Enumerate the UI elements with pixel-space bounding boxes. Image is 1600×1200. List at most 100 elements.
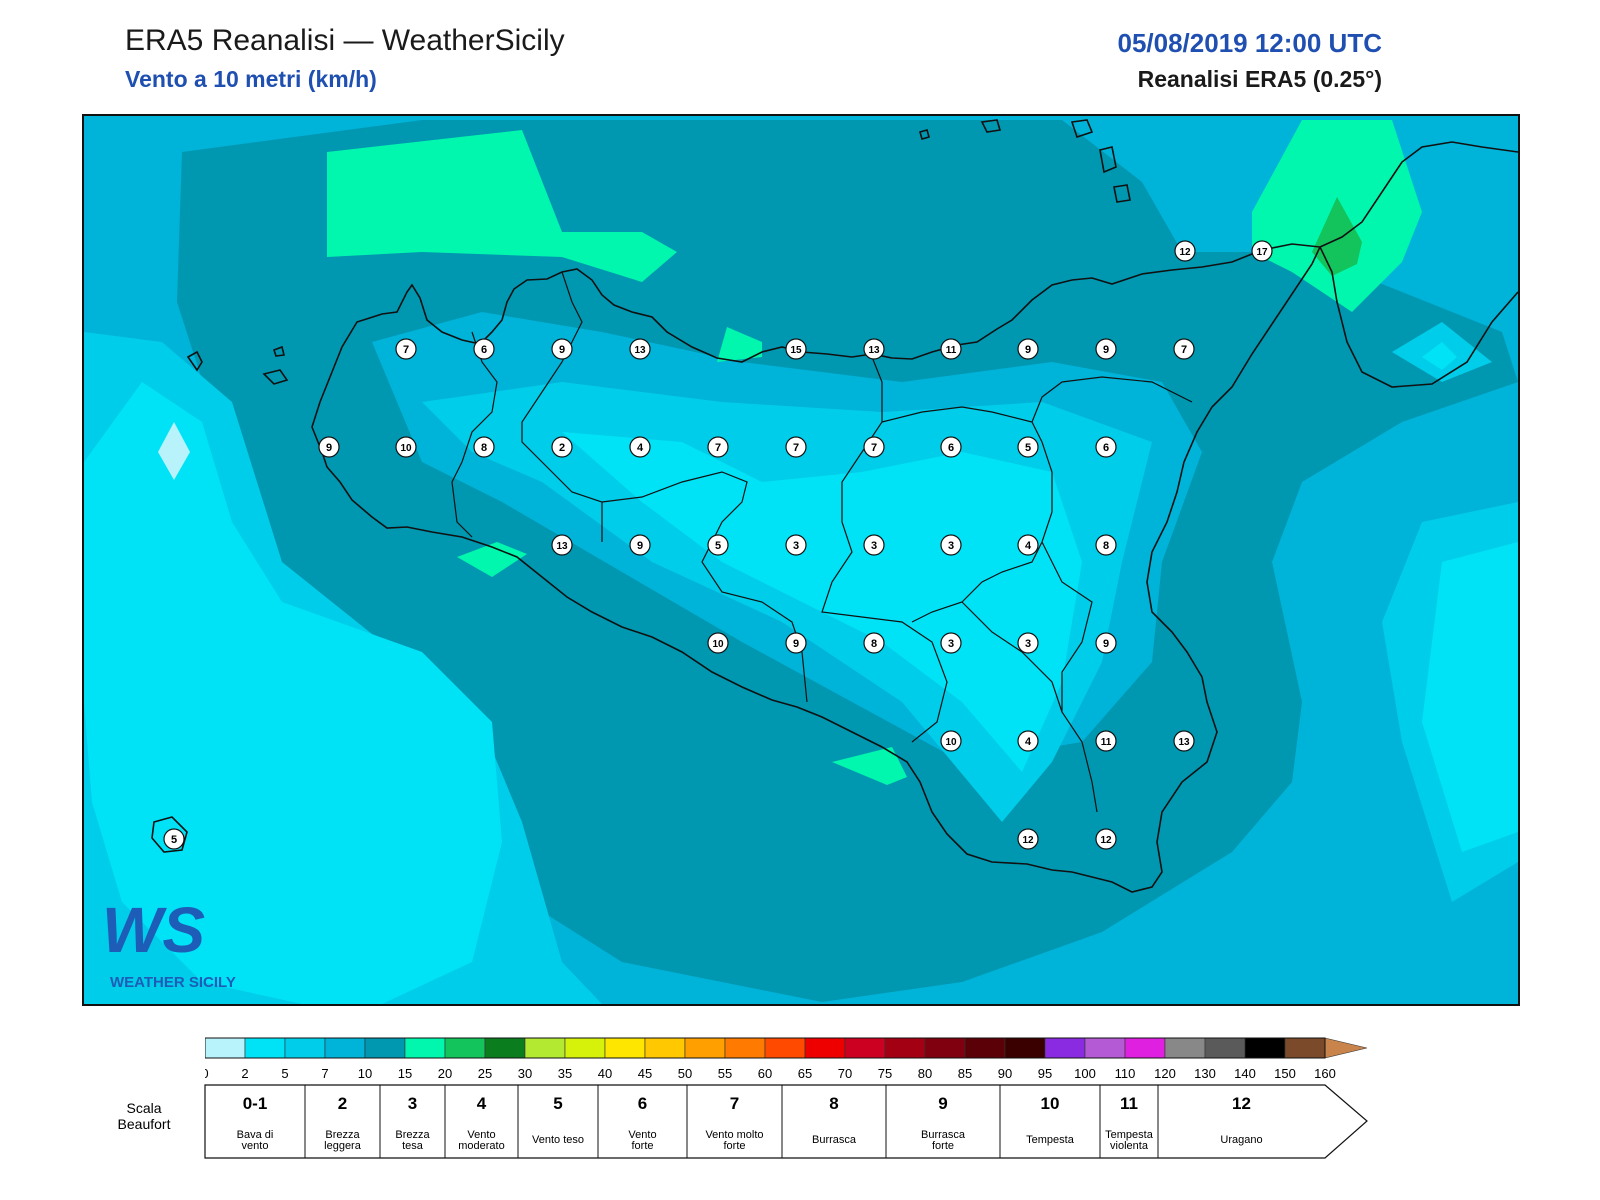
colorbar-segment: [1164, 1037, 1206, 1059]
island-pantelleria: [151, 816, 188, 853]
station-marker: 11: [940, 338, 962, 360]
weather-sicily-logo: WS WEATHER SICILY: [102, 894, 236, 991]
colorbar-tick-label: 65: [798, 1066, 812, 1081]
beaufort-desc: Vento: [628, 1129, 656, 1141]
station-value: 7: [871, 442, 877, 454]
station-circle: [551, 436, 573, 458]
station-marker: 3: [863, 534, 885, 556]
colorbar-tick-label: 40: [598, 1066, 612, 1081]
station-value: 10: [945, 737, 957, 748]
wind-colorbar: 0257101520253035404550556065707580859095…: [201, 1034, 1405, 1114]
station-marker: 4: [1017, 730, 1039, 752]
station-circle: [940, 436, 962, 458]
province-border-4: [821, 356, 948, 743]
colorbar-segment: [204, 1037, 246, 1059]
station-marker: 3: [785, 534, 807, 556]
colorbar-tick-label: 80: [918, 1066, 932, 1081]
station-circle: [707, 436, 729, 458]
beaufort-desc: Brezza: [325, 1129, 360, 1141]
station-marker: 13: [629, 338, 651, 360]
station-marker: 5: [1017, 436, 1039, 458]
colorbar-tick-label: 45: [638, 1066, 652, 1081]
colorbar-segment: [964, 1037, 1006, 1059]
station-value: 12: [1022, 835, 1034, 846]
station-marker: 13: [551, 534, 573, 556]
colorbar-segment: [1004, 1037, 1046, 1059]
colorbar-segment: [764, 1037, 806, 1059]
beaufort-number: 6: [638, 1094, 647, 1113]
colorbar-segment: [1044, 1037, 1086, 1059]
station-circle: [1173, 730, 1195, 752]
model-label: Reanalisi ERA5 (0.25°): [1137, 66, 1382, 92]
station-circle: [629, 338, 651, 360]
station-marker: 3: [940, 632, 962, 654]
station-values: 12 17 7 6 9 13 15 13 11 9 9 7 9 10 8 2 4 7 7 7 6 5 6 13 9 5 3 3 3 4 8 1…: [163, 240, 1273, 850]
beaufort-desc: Burrasca: [812, 1134, 857, 1146]
colorbar-segment: [924, 1037, 966, 1059]
station-value: 9: [1103, 638, 1109, 650]
station-marker: 12: [1017, 828, 1039, 850]
beaufort-scale: Scala Beaufort 0-1 Bava di vento 2 Brezza leg…: [100, 1083, 1520, 1168]
station-circle: [1095, 436, 1117, 458]
station-value: 5: [171, 834, 177, 846]
station-marker: 9: [629, 534, 651, 556]
station-marker: 12: [1095, 828, 1117, 850]
station-marker: 9: [1095, 632, 1117, 654]
colorbar-tick-label: 35: [558, 1066, 572, 1081]
station-value: 13: [868, 345, 880, 356]
station-marker: 10: [395, 436, 417, 458]
colorbar-segment: [884, 1037, 926, 1059]
beaufort-number: 4: [477, 1094, 487, 1113]
station-value: 9: [1025, 344, 1031, 356]
station-marker: 7: [707, 436, 729, 458]
colorbar-outline: [204, 1037, 1326, 1059]
station-circle: [473, 436, 495, 458]
colorbar-tick-label: 110: [1115, 1066, 1136, 1081]
station-value: 5: [1025, 442, 1031, 454]
wind-band-15-20-tyrrhenian: [327, 130, 677, 282]
station-value: 13: [556, 541, 568, 552]
station-value: 8: [871, 638, 877, 650]
station-circle: [629, 436, 651, 458]
station-marker: 9: [551, 338, 573, 360]
station-circle: [395, 338, 417, 360]
beaufort-number: 11: [1120, 1094, 1138, 1113]
colorbar-tick-label: 0: [205, 1066, 209, 1081]
beaufort-desc: moderato: [458, 1140, 504, 1152]
station-value: 9: [793, 638, 799, 650]
colorbar-segment: [844, 1037, 886, 1059]
beaufort-desc: Brezza: [395, 1129, 430, 1141]
island-lipari: [1099, 146, 1117, 174]
island-levanzo: [272, 345, 285, 357]
sicily-coastline: [311, 243, 1322, 893]
beaufort-desc: Bava di: [237, 1129, 274, 1141]
station-value: 6: [1103, 442, 1109, 454]
colorbar-tick-label: 100: [1074, 1066, 1096, 1081]
beaufort-desc: Vento teso: [532, 1134, 584, 1146]
beaufort-label-line1: Scala: [126, 1100, 161, 1116]
province-border-1: [451, 331, 498, 538]
colorbar-segment: [284, 1037, 326, 1059]
colorbar-tick-label: 70: [838, 1066, 852, 1081]
beaufort-number: 2: [338, 1094, 347, 1113]
colorbar-tick-label: 10: [358, 1066, 372, 1081]
beaufort-number: 3: [408, 1094, 417, 1113]
station-circle: [1095, 534, 1117, 556]
wind-band-2-5-west: [84, 382, 502, 1004]
station-value: 9: [326, 442, 332, 454]
station-value: 8: [481, 442, 487, 454]
island-alicudi: [980, 119, 1002, 133]
station-circle: [1251, 240, 1273, 262]
colorbar-tick-label: 140: [1234, 1066, 1256, 1081]
colorbar-extend-arrow: [1324, 1037, 1368, 1059]
colorbar-tick-label: 50: [678, 1066, 692, 1081]
station-value: 11: [946, 345, 957, 356]
station-marker: 2: [551, 436, 573, 458]
beaufort-desc: Uragano: [1220, 1134, 1262, 1146]
station-value: 4: [637, 442, 644, 454]
station-circle: [1017, 436, 1039, 458]
station-value: 3: [948, 540, 954, 552]
colorbar-tick-label: 5: [281, 1066, 288, 1081]
colorbar-tick-label: 30: [518, 1066, 532, 1081]
station-value: 10: [712, 639, 724, 650]
